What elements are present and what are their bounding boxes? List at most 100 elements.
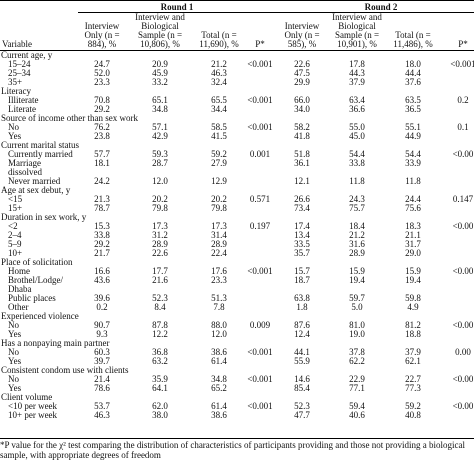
cell-value: 36.5 (405, 104, 421, 114)
cell-value: 64.1 (152, 383, 168, 393)
cell-value: 28.9 (211, 239, 227, 249)
cell-value: 22.7 (405, 374, 421, 384)
cell-value: 62.1 (405, 356, 421, 366)
cell-value: 38.0 (152, 410, 168, 420)
cell-value: 55.0 (349, 122, 365, 132)
round-header: Round 1 (78, 0, 277, 13)
p-value: 0.2 (457, 95, 469, 105)
column-header: Total (n = 11,486), % (386, 12, 441, 51)
data-row: <10 per week 53.7 62.0 61.4 <0.001 52.3 59.4 59… (0, 402, 474, 411)
cell-value: 21.6 (152, 275, 168, 285)
cell-value: 66.0 (294, 95, 310, 105)
data-row: <2 15.3 17.3 17.3 0.197 17.4 18.4 18.3 <0.00 (0, 222, 474, 231)
cell-value: 12.4 (294, 329, 310, 339)
cell-value: 54.4 (349, 149, 365, 159)
cell-value: 32.4 (211, 77, 227, 87)
cell-value: 58.2 (294, 122, 310, 132)
cell-value: 58.5 (211, 122, 227, 132)
cell-value: 5.0 (351, 302, 363, 312)
round-row: Round 1 Round 2 (0, 0, 474, 13)
column-header: Interview Only (n = 884), % (78, 12, 126, 51)
cell-value: 12.0 (211, 329, 227, 339)
cell-value: 79.8 (211, 203, 227, 213)
data-row: 10+ per week 46.3 38.0 38.6 47.7 40.6 40.8 (0, 411, 474, 420)
cell-value: 18.7 (294, 275, 310, 285)
cell-value: 36.1 (294, 158, 310, 168)
section-row: Current age, y (0, 51, 474, 61)
data-row: Literate 29.2 34.8 34.4 34.0 36.6 36.5 (0, 105, 474, 114)
data-row: Yes 78.6 64.1 65.2 85.4 77.1 77.3 (0, 384, 474, 393)
data-row: 10+ 21.7 22.6 22.4 35.7 28.9 29.0 (0, 249, 474, 258)
cell-value: 37.9 (405, 347, 421, 357)
cell-value: 41.5 (211, 131, 227, 141)
row-label: Other (8, 302, 29, 312)
p-value: <0.00 (452, 320, 474, 330)
row-label: 10+ (8, 248, 23, 258)
cell-value: 12.0 (152, 176, 168, 186)
cell-value: 81.2 (405, 320, 421, 330)
cell-value: 53.7 (94, 401, 110, 411)
cell-value: 77.1 (349, 383, 365, 393)
cell-value: 55.1 (405, 122, 421, 132)
cell-value: 21.2 (349, 230, 365, 240)
column-header: Interview Only (n = 585), % (276, 12, 329, 51)
cell-value: 14.6 (294, 374, 310, 384)
data-row: No 21.4 35.9 34.8 <0.001 14.6 22.9 22.7 <0.00 (0, 375, 474, 384)
p-value: <0.001 (247, 401, 273, 411)
cell-value: 31.7 (405, 239, 421, 249)
cell-value: 29.2 (94, 239, 110, 249)
cell-value: 65.1 (152, 95, 168, 105)
cell-value: 17.6 (211, 266, 227, 276)
row-label: Literate (8, 104, 36, 114)
row-label: No (8, 374, 19, 384)
cell-value: 34.8 (211, 374, 227, 384)
empty-cell (440, 132, 474, 141)
cell-value: 44.9 (405, 131, 421, 141)
p-value: <0.001 (247, 122, 273, 132)
cell-value: 28.9 (349, 248, 365, 258)
section-row: Has a nonpaying main partner (0, 339, 474, 348)
p-value: 0.001 (249, 149, 271, 159)
cell-value: 38.6 (211, 410, 227, 420)
section-row: Place of solicitation (0, 258, 474, 267)
cell-value: 21.2 (211, 59, 227, 69)
cell-value: 70.8 (94, 95, 110, 105)
row-label: 15–24 (8, 59, 31, 69)
empty-cell (440, 330, 474, 339)
empty-cell (244, 159, 276, 177)
cell-value: 31.6 (349, 239, 365, 249)
cell-value: 8.4 (154, 302, 166, 312)
column-header: P* (244, 12, 277, 51)
footnote: *P value for the χ² test comparing the d… (0, 438, 474, 460)
cell-value: 75.7 (349, 203, 365, 213)
row-label: Yes (8, 383, 22, 393)
table-body: Current age, y 15–24 24.7 20.9 21.2 <0.001 22.… (0, 51, 474, 421)
cell-value: 57.7 (94, 149, 110, 159)
cell-value: 18.3 (405, 221, 421, 231)
cell-value: 18.4 (349, 221, 365, 231)
cell-value: 62.2 (349, 356, 365, 366)
row-label: Marriage dissolved (8, 158, 43, 177)
empty-cell (440, 177, 474, 186)
cell-value: 21.1 (405, 230, 421, 240)
empty-cell (244, 294, 276, 303)
cell-value: 54.4 (405, 149, 421, 159)
cell-value: 47.5 (294, 68, 310, 78)
data-row: Yes 23.8 42.9 41.5 41.8 45.0 44.9 (0, 132, 474, 141)
cell-value: 28.9 (152, 239, 168, 249)
cell-value: 0.2 (96, 302, 108, 312)
cell-value: 19.0 (349, 329, 365, 339)
empty-cell (244, 330, 276, 339)
cell-value: 15.9 (349, 266, 365, 276)
cell-value: 22.4 (211, 248, 227, 258)
cell-value: 24.7 (94, 59, 110, 69)
empty-cell (244, 78, 276, 87)
cell-value: 24.3 (349, 194, 365, 204)
p-value: <0.001 (247, 95, 273, 105)
section-row: Duration in sex work, y (0, 213, 474, 222)
cell-value: 59.4 (349, 401, 365, 411)
p-value: <0.001 (247, 374, 273, 384)
cell-value: 28.7 (152, 158, 168, 168)
cell-value: 52.0 (94, 68, 110, 78)
cell-value: 77.3 (405, 383, 421, 393)
